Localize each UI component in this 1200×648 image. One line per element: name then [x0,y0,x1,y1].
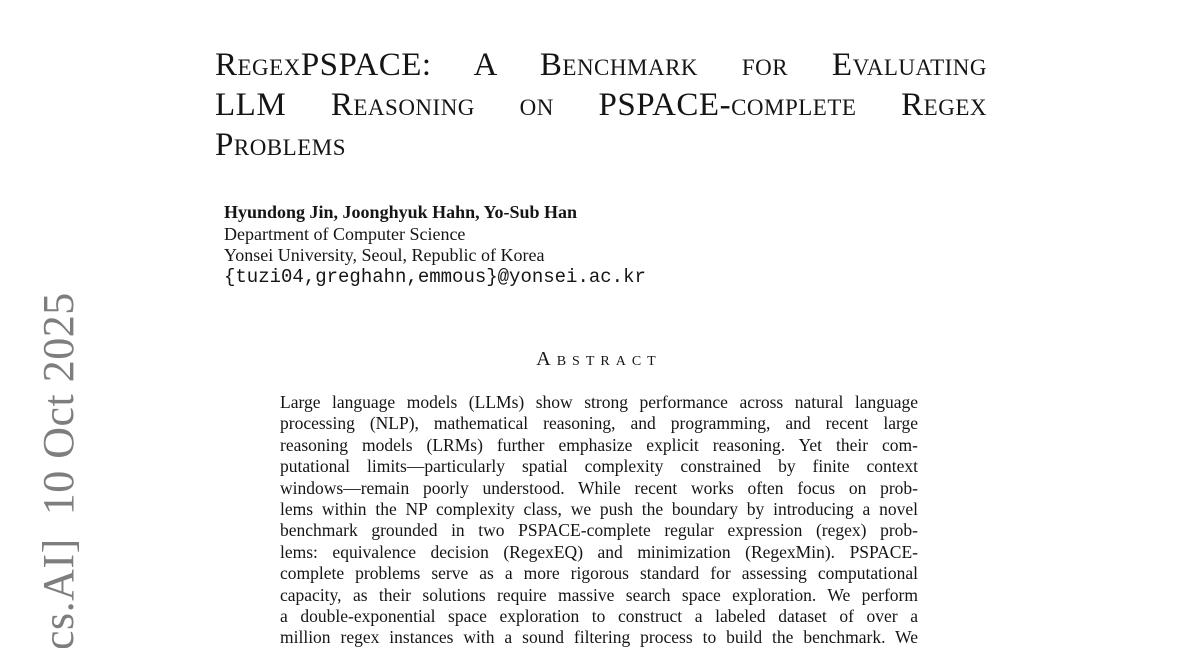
author-department: Department of Computer Science [224,223,466,244]
paper-title-line: LLM Reasoning on PSPACE-complete Regex [215,87,987,123]
paper-title: RegexPSPACE: A Benchmark for Evaluating L… [215,45,987,165]
paper-title-line: RegexPSPACE: A Benchmark for Evaluating [215,47,987,83]
abstract-line: windows—remain poorly understood. While … [280,477,918,498]
abstract-line: lems: equivalence decision (RegexEQ) and… [280,541,918,562]
abstract-heading: Abstract [536,348,662,370]
abstract-line: million regex instances with a sound fil… [280,627,918,648]
author-block: Hyundong Jin, Joonghyuk Hahn, Yo-Sub Han… [224,202,646,288]
abstract-line: complete problems serve as a more rigoro… [280,563,918,584]
abstract-line: reasoning models (LRMs) further emphasiz… [280,434,918,455]
paper-title-line: Problems [215,127,346,163]
abstract-line: lems within the NP complexity class, we … [280,499,918,520]
abstract-line: capacity, as their solutions require mas… [280,584,918,605]
arxiv-stamp: cs.AI] 10 Oct 2025 [34,292,83,648]
author-names: Hyundong Jin, Joonghyuk Hahn, Yo-Sub Han [224,202,577,222]
abstract-line: putational limits—particularly spatial c… [280,456,918,477]
author-emails: {tuzi04,greghahn,emmous}@yonsei.ac.kr [224,265,646,288]
abstract-line: benchmark grounded in two PSPACE-complet… [280,520,918,541]
abstract-line: a double-exponential space exploration t… [280,606,918,627]
abstract-line: processing (NLP), mathematical reasoning… [280,413,918,434]
abstract-body: Large language models (LLMs) show strong… [280,392,918,648]
abstract-line: Large language models (LLMs) show strong… [280,392,918,412]
author-affiliation: Yonsei University, Seoul, Republic of Ko… [224,245,545,265]
